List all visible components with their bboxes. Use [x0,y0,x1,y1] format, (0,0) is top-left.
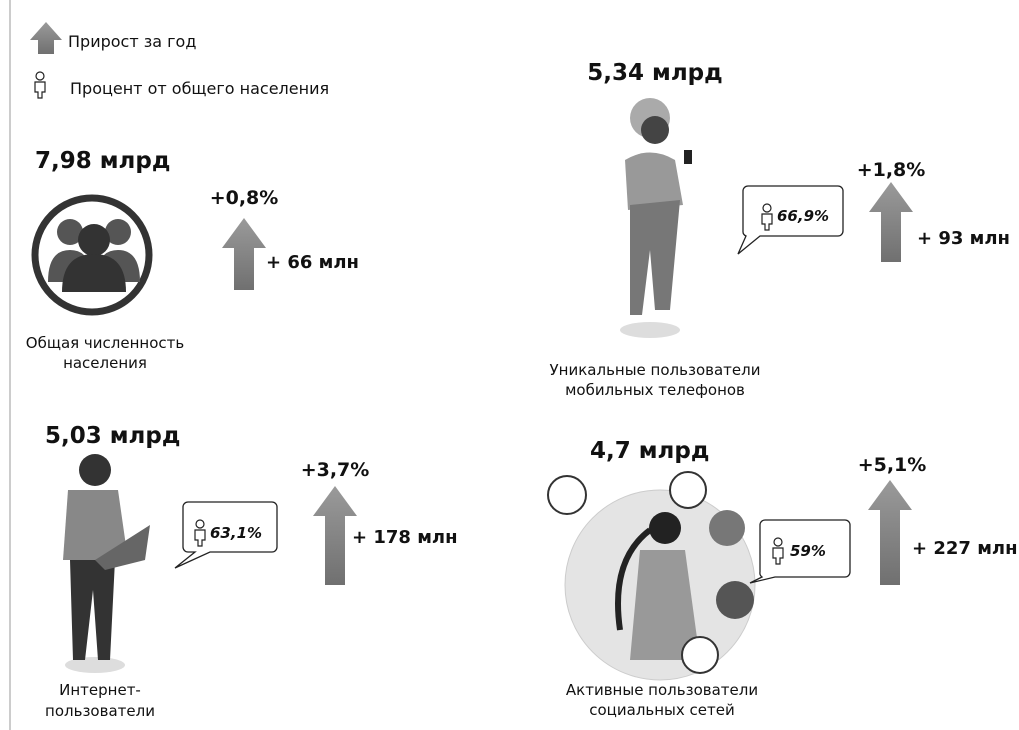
growth-arrow [313,486,357,585]
infographic: Прирост за год Процент от общего населен… [0,0,1019,730]
growth-absolute: + 66 млн [266,252,359,273]
growth-percent: +5,1% [858,454,927,476]
label: социальных сетей [589,701,735,719]
share: 59% [790,542,826,560]
share: 63,1% [210,524,262,542]
label: Общая численность [26,334,184,352]
population-icon [35,198,149,312]
growth-absolute: + 178 млн [352,527,458,548]
internet-user-illustration [63,454,150,673]
mobile-user-illustration [620,98,692,338]
legend-arrow [30,22,62,54]
value: 5,03 млрд [45,423,180,449]
growth-arrow [868,480,912,585]
social-user-illustration [548,472,755,680]
growth-arrow [869,182,913,262]
legend-share: Процент от общего населения [70,79,329,98]
legend-person [35,72,45,98]
label: мобильных телефонов [565,381,745,399]
growth-percent: +1,8% [857,159,926,181]
label: населения [63,354,147,372]
growth-percent: +0,8% [210,187,279,209]
label: Активные пользователи [566,681,758,699]
legend-growth: Прирост за год [68,32,196,51]
share: 66,9% [777,207,829,225]
label: Уникальные пользователи [550,361,761,379]
label: Интернет- [59,681,141,699]
label: пользователи [45,702,155,720]
growth-absolute: + 227 млн [912,538,1018,559]
value: 4,7 млрд [590,438,709,464]
value: 5,34 млрд [587,60,722,86]
value: 7,98 млрд [35,148,170,174]
growth-percent: +3,7% [301,459,370,481]
growth-arrow [222,218,266,290]
growth-absolute: + 93 млн [917,228,1010,249]
